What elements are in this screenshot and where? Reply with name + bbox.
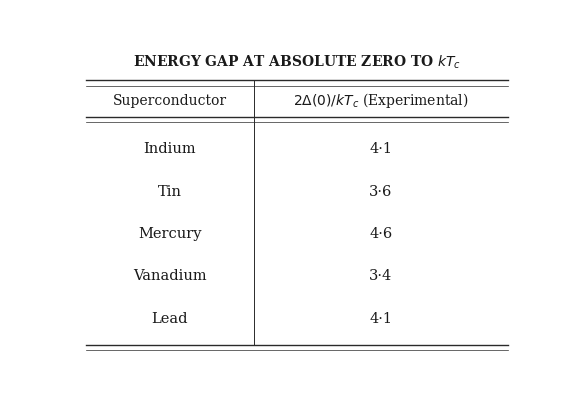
Text: Vanadium: Vanadium bbox=[133, 269, 207, 283]
Text: Mercury: Mercury bbox=[138, 227, 201, 240]
Text: Tin: Tin bbox=[158, 184, 182, 198]
Text: 4·1: 4·1 bbox=[369, 311, 393, 325]
Text: 4·1: 4·1 bbox=[369, 142, 393, 156]
Text: 3·6: 3·6 bbox=[369, 184, 393, 198]
Text: 4·6: 4·6 bbox=[369, 227, 393, 240]
Text: 3·4: 3·4 bbox=[369, 269, 393, 283]
Text: Indium: Indium bbox=[144, 142, 196, 156]
Text: Superconductor: Superconductor bbox=[113, 93, 227, 107]
Text: $2\Delta(0)/kT_c$ (Experimental): $2\Delta(0)/kT_c$ (Experimental) bbox=[293, 91, 469, 110]
Text: Lead: Lead bbox=[152, 311, 188, 325]
Text: ENERGY GAP AT ABSOLUTE ZERO TO $kT_c$: ENERGY GAP AT ABSOLUTE ZERO TO $kT_c$ bbox=[133, 53, 461, 71]
